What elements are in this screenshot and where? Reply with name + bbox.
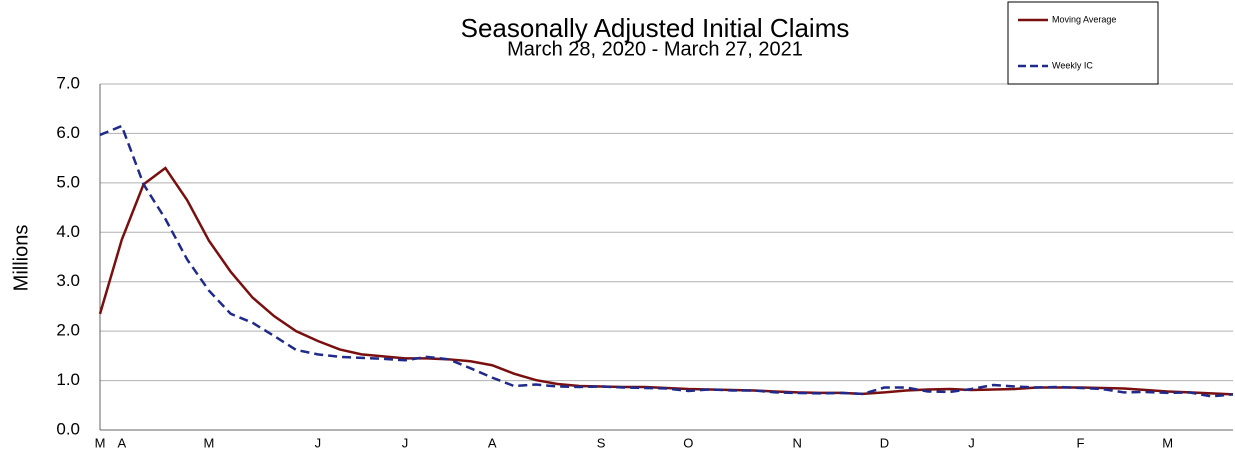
x-tick-label: N <box>793 435 802 450</box>
y-tick-label: 4.0 <box>56 222 80 241</box>
x-tick-label: M <box>204 435 215 450</box>
x-tick-label: F <box>1077 435 1085 450</box>
x-tick-label: A <box>117 435 126 450</box>
y-tick-label: 2.0 <box>56 321 80 340</box>
y-tick-label: 1.0 <box>56 370 80 389</box>
x-tick-label: M <box>1162 435 1173 450</box>
x-tick-label: O <box>683 435 693 450</box>
legend-label: Weekly IC <box>1052 60 1093 70</box>
x-tick-label: S <box>597 435 606 450</box>
chart-title: Seasonally Adjusted Initial Claims <box>461 13 850 43</box>
legend-box <box>1007 1 1159 85</box>
y-tick-label: 7.0 <box>56 73 80 92</box>
x-tick-label: J <box>402 435 409 450</box>
x-tick-label: J <box>315 435 322 450</box>
y-tick-label: 3.0 <box>56 271 80 290</box>
y-axis-label: Millions <box>10 225 32 292</box>
y-tick-label: 5.0 <box>56 172 80 191</box>
chart-subtitle: March 28, 2020 - March 27, 2021 <box>507 38 803 60</box>
series-line <box>99 124 1234 398</box>
y-tick-label: 6.0 <box>56 123 80 142</box>
x-tick-label: M <box>95 435 106 450</box>
x-tick-label: A <box>488 435 497 450</box>
x-tick-label: J <box>968 435 975 450</box>
y-tick-label: 0.0 <box>56 419 80 438</box>
x-tick-label: D <box>880 435 889 450</box>
legend-label: Moving Average <box>1052 14 1116 24</box>
